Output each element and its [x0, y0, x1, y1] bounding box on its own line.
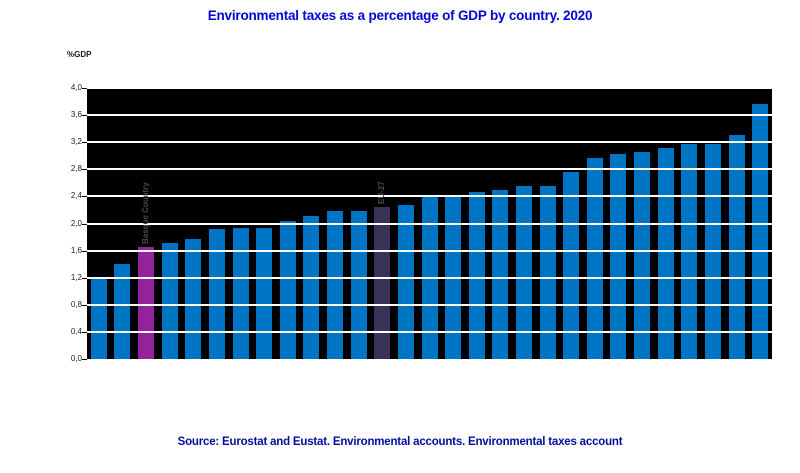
bar-eu-27: [374, 207, 391, 359]
bar: [161, 243, 178, 359]
y-tick-mark: [82, 277, 87, 279]
y-tick-label: 0,8: [70, 299, 82, 309]
y-tick-mark: [82, 169, 87, 171]
bar: [752, 103, 769, 359]
y-tick-label: 2,4: [70, 191, 82, 201]
bar: [256, 227, 273, 359]
y-tick-mark: [82, 196, 87, 198]
y-tick-mark: [82, 250, 87, 252]
y-tick-mark: [82, 359, 87, 360]
y-axis-unit-label: %GDP: [67, 50, 92, 59]
gridline: [87, 141, 772, 144]
y-tick-label: 1,6: [70, 245, 82, 255]
y-tick-label: 3,2: [70, 137, 82, 147]
bar: [185, 239, 202, 359]
y-tick-label: 4,0: [70, 83, 82, 92]
gridline: [87, 195, 772, 198]
gridline: [87, 330, 772, 333]
bar: [397, 205, 414, 359]
bar: [279, 220, 296, 359]
bar: [563, 172, 580, 359]
gridline: [87, 249, 772, 252]
bar: [303, 216, 320, 359]
bar: [232, 227, 249, 359]
y-tick-label: 2,0: [70, 218, 82, 228]
bar: [586, 158, 603, 359]
y-tick-label: 0,4: [70, 326, 82, 336]
plot-area: 4,0 3,6 3,2 2,8 2,4 2,0 1,6 1,2 0,8 0,4 0,0 Basque …: [71, 83, 772, 363]
y-tick-mark: [82, 331, 87, 333]
source-note: Source: Eurostat and Eustat. Environment…: [177, 436, 623, 448]
y-tick-mark: [82, 142, 87, 144]
gridline: [87, 276, 772, 279]
y-tick-mark: [82, 88, 87, 89]
eu-27-label: EU-27: [377, 181, 387, 205]
gridline: [87, 114, 772, 117]
y-tick-label: 2,8: [70, 164, 82, 174]
bar: [350, 210, 367, 359]
bar: [515, 186, 532, 359]
bar: [90, 277, 107, 359]
bar: [327, 211, 344, 359]
gridline: [87, 168, 772, 171]
bar: [610, 153, 627, 359]
bar: [657, 148, 674, 359]
bar: [492, 189, 509, 359]
y-tick-label: 3,6: [70, 110, 82, 120]
y-tick-mark: [82, 223, 87, 225]
bar: [208, 228, 225, 359]
gridline: [87, 303, 772, 306]
bar: [728, 135, 745, 359]
y-tick-label: 1,2: [70, 272, 82, 282]
y-tick-mark: [82, 115, 87, 117]
gridline: [87, 87, 772, 89]
bar: [468, 191, 485, 359]
bar: [634, 151, 651, 359]
chart-title: Environmental taxes as a percentage of G…: [207, 8, 593, 23]
y-tick-mark: [82, 304, 87, 306]
gridline: [87, 222, 772, 225]
y-tick-label: 0,0: [70, 354, 82, 363]
bar: [114, 264, 131, 359]
basque-country-label: Basque Country: [141, 182, 151, 245]
bar: [539, 186, 556, 359]
